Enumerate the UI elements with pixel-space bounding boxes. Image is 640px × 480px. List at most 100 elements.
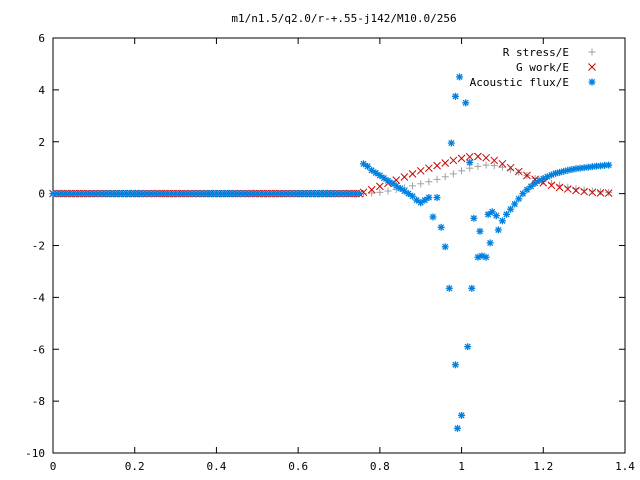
data-point — [413, 196, 421, 204]
data-point — [425, 194, 433, 202]
data-point — [468, 284, 476, 292]
y-tick-label: 0 — [38, 188, 45, 201]
data-point — [482, 253, 490, 261]
data-point — [433, 194, 441, 202]
data-point — [433, 175, 441, 183]
data-point — [437, 223, 445, 231]
data-point — [596, 188, 605, 197]
data-point — [447, 139, 455, 147]
data-point — [453, 424, 461, 432]
data-point — [376, 188, 384, 196]
data-point — [490, 156, 499, 165]
data-point — [515, 168, 523, 176]
x-tick-label: 0 — [50, 460, 57, 473]
series-acoustic-flux-e — [49, 73, 613, 432]
data-point — [555, 183, 564, 192]
data-point — [482, 161, 490, 169]
x-tick-label: 0.6 — [288, 460, 308, 473]
legend-marker — [588, 78, 596, 86]
legend-marker — [588, 48, 596, 56]
data-point — [451, 361, 459, 369]
data-point — [400, 173, 409, 181]
data-point — [474, 162, 482, 170]
data-point — [580, 186, 588, 194]
data-point — [503, 210, 511, 218]
data-point — [507, 205, 515, 213]
data-point — [417, 199, 425, 207]
data-point — [604, 189, 613, 197]
data-point — [547, 181, 556, 190]
data-point — [514, 167, 523, 176]
data-point — [474, 152, 482, 161]
data-point — [458, 411, 466, 419]
legend-marker — [588, 63, 596, 71]
y-tick-label: 2 — [38, 136, 45, 149]
data-point — [392, 182, 400, 190]
x-tick-label: 0.2 — [125, 460, 145, 473]
x-tick-label: 1.4 — [615, 460, 635, 473]
data-point — [380, 174, 388, 182]
data-point — [384, 187, 392, 195]
data-point — [605, 161, 613, 169]
data-point — [464, 343, 472, 351]
data-point — [441, 159, 450, 167]
legend-label: R stress/E — [503, 46, 569, 59]
x-tick-label: 0.8 — [370, 460, 390, 473]
data-point — [527, 182, 535, 190]
data-point — [400, 187, 408, 195]
data-point — [506, 163, 515, 172]
data-point — [417, 180, 425, 188]
data-point — [482, 153, 490, 162]
axes: 0 0.2 0.4 0.6 0.8 1 1.2 1.4 6 4 2 0 -2 -4 -6 -8 -10 — [25, 32, 635, 473]
data-point — [605, 188, 613, 196]
data-point — [498, 159, 507, 168]
y-tick-label: -8 — [32, 395, 45, 408]
data-point — [376, 182, 384, 191]
y-tick-label: 6 — [38, 32, 45, 45]
plot-area — [49, 73, 613, 432]
data-point — [484, 210, 492, 218]
data-point — [498, 217, 506, 225]
data-point — [588, 187, 596, 195]
y-tick-label: -10 — [25, 447, 45, 460]
y-tick-label: -2 — [32, 240, 45, 253]
data-point — [486, 239, 494, 247]
x-tick-label: 0.4 — [206, 460, 226, 473]
data-point — [498, 163, 506, 171]
data-point — [492, 212, 500, 220]
data-point — [470, 214, 478, 222]
legend-label: Acoustic flux/E — [470, 76, 569, 89]
legend: R stress/E G work/E Acoustic flux/E — [470, 46, 596, 89]
data-point — [458, 167, 466, 175]
legend-label: G work/E — [516, 61, 569, 74]
data-point — [596, 188, 604, 196]
data-point — [476, 227, 484, 235]
data-point — [441, 243, 449, 251]
data-point — [376, 171, 384, 179]
data-point — [367, 185, 376, 194]
data-point — [425, 164, 433, 173]
data-point — [364, 162, 372, 170]
data-point — [580, 187, 588, 196]
data-point — [457, 154, 466, 163]
data-point — [511, 200, 519, 208]
data-point — [494, 226, 502, 234]
y-tick-label: -6 — [32, 343, 45, 356]
data-point — [588, 188, 597, 197]
data-point — [451, 92, 459, 100]
data-point — [449, 170, 457, 178]
data-point — [456, 73, 464, 81]
data-point — [408, 170, 417, 178]
y-tick-label: 4 — [38, 84, 45, 97]
data-point — [372, 169, 380, 177]
data-point — [535, 177, 543, 185]
data-point — [465, 152, 474, 161]
data-point — [429, 213, 437, 221]
data-point — [462, 99, 470, 107]
data-point — [433, 161, 441, 170]
data-point — [523, 186, 531, 194]
data-point — [523, 171, 531, 180]
x-tick-label: 1 — [458, 460, 465, 473]
data-point — [490, 162, 498, 170]
